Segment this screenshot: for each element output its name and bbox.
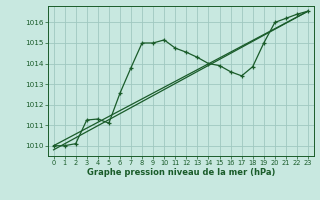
X-axis label: Graphe pression niveau de la mer (hPa): Graphe pression niveau de la mer (hPa) <box>87 168 275 177</box>
